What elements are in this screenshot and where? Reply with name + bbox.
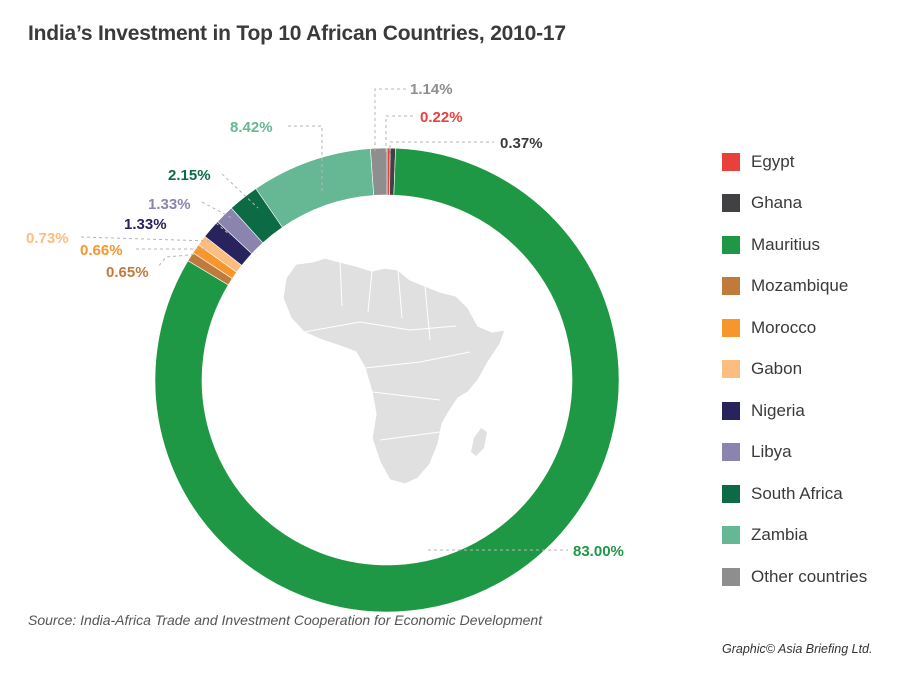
africa-map-illustration xyxy=(282,257,506,485)
slice-mauritius xyxy=(154,147,620,613)
leader-line-other-countries xyxy=(374,88,406,152)
data-label-other-countries: 1.14% xyxy=(410,81,453,98)
legend-item-south-africa: South Africa xyxy=(722,473,867,515)
legend-label: Mozambique xyxy=(751,276,849,296)
data-label-egypt: 0.22% xyxy=(420,109,463,126)
legend-swatch xyxy=(722,484,740,503)
leader-line-egypt xyxy=(385,115,416,152)
legend-item-mozambique: Mozambique xyxy=(722,266,867,308)
legend-item-nigeria: Nigeria xyxy=(722,390,867,432)
legend-swatch xyxy=(722,235,740,254)
data-label-ghana: 0.37% xyxy=(500,135,543,152)
legend-swatch xyxy=(722,443,740,462)
legend-item-ghana: Ghana xyxy=(722,183,867,225)
chart-title: India’s Investment in Top 10 African Cou… xyxy=(28,22,566,45)
legend-item-zambia: Zambia xyxy=(722,515,867,557)
legend-label: Zambia xyxy=(751,525,808,545)
leader-line-zambia xyxy=(288,125,323,192)
data-label-gabon: 0.73% xyxy=(26,230,69,247)
data-label-morocco: 0.66% xyxy=(80,242,123,259)
graphic-credit: Graphic© Asia Briefing Ltd. xyxy=(722,642,873,656)
legend-item-mauritius: Mauritius xyxy=(722,224,867,266)
legend-item-morocco: Morocco xyxy=(722,307,867,349)
legend-label: Nigeria xyxy=(751,400,805,420)
legend-label: Libya xyxy=(751,442,792,462)
legend-swatch xyxy=(722,318,740,337)
legend-label: South Africa xyxy=(751,483,843,503)
legend-label: Egypt xyxy=(751,151,795,171)
data-label-mauritius: 83.00% xyxy=(573,543,624,560)
leader-line-ghana xyxy=(389,141,494,154)
legend-swatch xyxy=(722,152,740,171)
slice-other-countries xyxy=(370,147,388,196)
legend-item-other-countries: Other countries xyxy=(722,556,867,598)
leader-line-gabon xyxy=(79,236,211,242)
legend-label: Mauritius xyxy=(751,234,820,254)
legend-label: Other countries xyxy=(751,566,868,586)
legend-item-egypt: Egypt xyxy=(722,141,867,183)
leader-line-south-africa xyxy=(221,173,259,209)
leader-line-mozambique xyxy=(157,253,201,268)
data-label-libya: 1.33% xyxy=(148,196,191,213)
data-label-nigeria: 1.33% xyxy=(124,216,167,233)
data-label-south-africa: 2.15% xyxy=(168,167,211,184)
legend-item-libya: Libya xyxy=(722,432,867,474)
source-note: Source: India-Africa Trade and Investmen… xyxy=(28,612,543,628)
legend-label: Ghana xyxy=(751,193,803,213)
data-label-mozambique: 0.65% xyxy=(106,264,149,281)
legend-swatch xyxy=(722,526,740,545)
legend: Egypt Ghana Mauritius Mozambique Morocco Gabo… xyxy=(722,141,867,598)
legend-item-gabon: Gabon xyxy=(722,349,867,391)
legend-swatch xyxy=(722,567,740,586)
legend-label: Morocco xyxy=(751,317,817,337)
legend-label: Gabon xyxy=(751,359,803,379)
legend-swatch xyxy=(722,194,740,213)
legend-swatch xyxy=(722,401,740,420)
legend-swatch xyxy=(722,277,740,296)
legend-swatch xyxy=(722,360,740,379)
data-label-zambia: 8.42% xyxy=(230,119,273,136)
